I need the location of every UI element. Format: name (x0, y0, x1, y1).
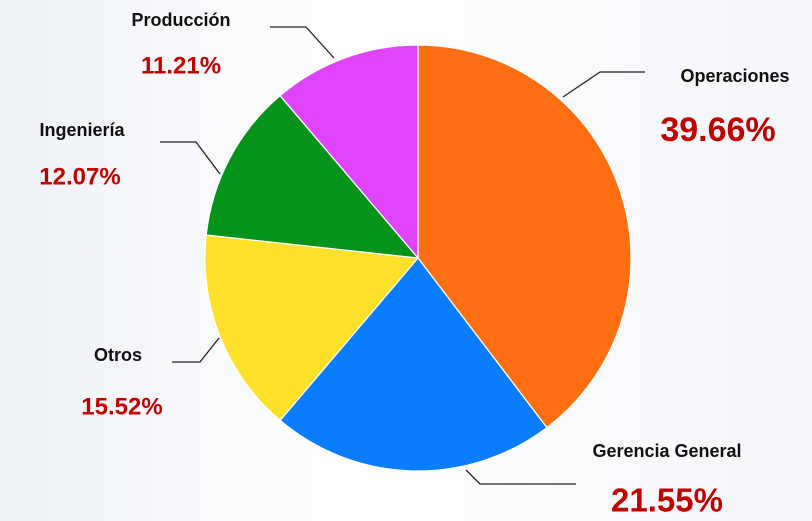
pie-slice (279, 44, 419, 260)
slice-name: Producción (131, 10, 230, 30)
pie-slice (279, 257, 548, 472)
pie-slice (417, 44, 632, 429)
pie-slice (205, 94, 420, 259)
pie-slice (204, 234, 420, 422)
leader-line (172, 337, 220, 363)
slice-name: Operaciones (680, 66, 789, 86)
slice-value: 39.66% (660, 111, 775, 149)
slice-name: Ingeniería (39, 120, 125, 140)
leader-line (465, 469, 576, 485)
leader-line (160, 141, 221, 175)
leader-line (270, 26, 335, 59)
slice-value: 21.55% (611, 482, 723, 519)
leader-lines (160, 26, 645, 485)
slice-value: 15.52% (81, 393, 162, 420)
slice-name: Otros (94, 345, 142, 365)
slice-value: 11.21% (141, 52, 221, 79)
leader-line (562, 71, 645, 98)
slice-value: 12.07% (39, 163, 120, 190)
slice-name: Gerencia General (592, 441, 741, 461)
